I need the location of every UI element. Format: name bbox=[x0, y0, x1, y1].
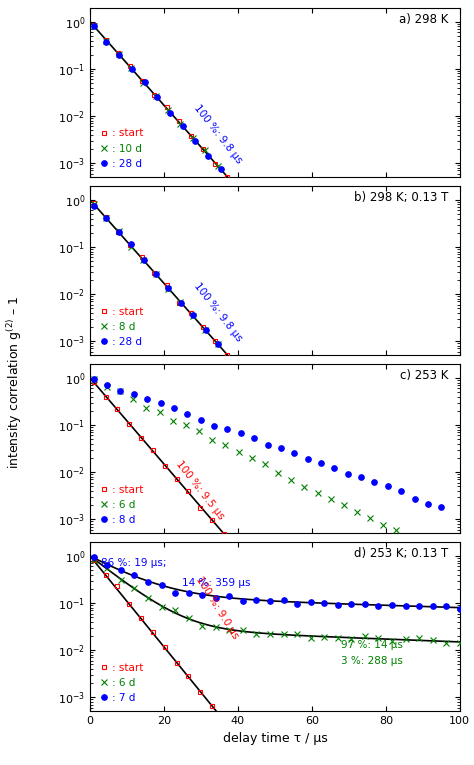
Text: 100 %: 9.5 μs: 100 %: 9.5 μs bbox=[173, 459, 226, 522]
Text: 100 %: 9.8 μs: 100 %: 9.8 μs bbox=[192, 281, 244, 343]
Text: intensity correlation g$^{(2)}$ – 1: intensity correlation g$^{(2)}$ – 1 bbox=[5, 296, 24, 469]
Text: 100 %: 9.8 μs: 100 %: 9.8 μs bbox=[192, 103, 244, 165]
Text: 97 %: 14 μs: 97 %: 14 μs bbox=[341, 640, 403, 650]
Legend: : start, : 8 d, : 28 d: : start, : 8 d, : 28 d bbox=[95, 304, 146, 350]
X-axis label: delay time τ / μs: delay time τ / μs bbox=[223, 732, 327, 745]
Legend: : start, : 10 d, : 28 d: : start, : 10 d, : 28 d bbox=[95, 125, 146, 172]
Text: 3 %: 288 μs: 3 %: 288 μs bbox=[341, 656, 403, 666]
Text: b) 298 K; 0.13 T: b) 298 K; 0.13 T bbox=[354, 190, 449, 203]
Text: c) 253 K: c) 253 K bbox=[401, 369, 449, 382]
Text: 100 %: 9.0 μs: 100 %: 9.0 μs bbox=[193, 575, 240, 640]
Text: a) 298 K: a) 298 K bbox=[399, 13, 449, 26]
Text: d) 253 K; 0.13 T: d) 253 K; 0.13 T bbox=[355, 547, 449, 560]
Text: 14 %: 359 μs: 14 %: 359 μs bbox=[182, 578, 251, 588]
Legend: : start, : 6 d, : 8 d: : start, : 6 d, : 8 d bbox=[95, 481, 146, 528]
Text: 86 %: 19 μs;: 86 %: 19 μs; bbox=[101, 558, 167, 568]
Legend: : start, : 6 d, : 7 d: : start, : 6 d, : 7 d bbox=[95, 659, 146, 706]
